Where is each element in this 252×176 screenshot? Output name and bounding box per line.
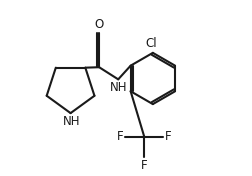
Text: F: F — [141, 159, 147, 172]
Text: NH: NH — [63, 115, 80, 128]
Text: O: O — [94, 18, 104, 31]
Text: Cl: Cl — [145, 37, 157, 50]
Text: F: F — [117, 130, 123, 143]
Text: NH: NH — [110, 81, 128, 94]
Text: F: F — [165, 130, 172, 143]
